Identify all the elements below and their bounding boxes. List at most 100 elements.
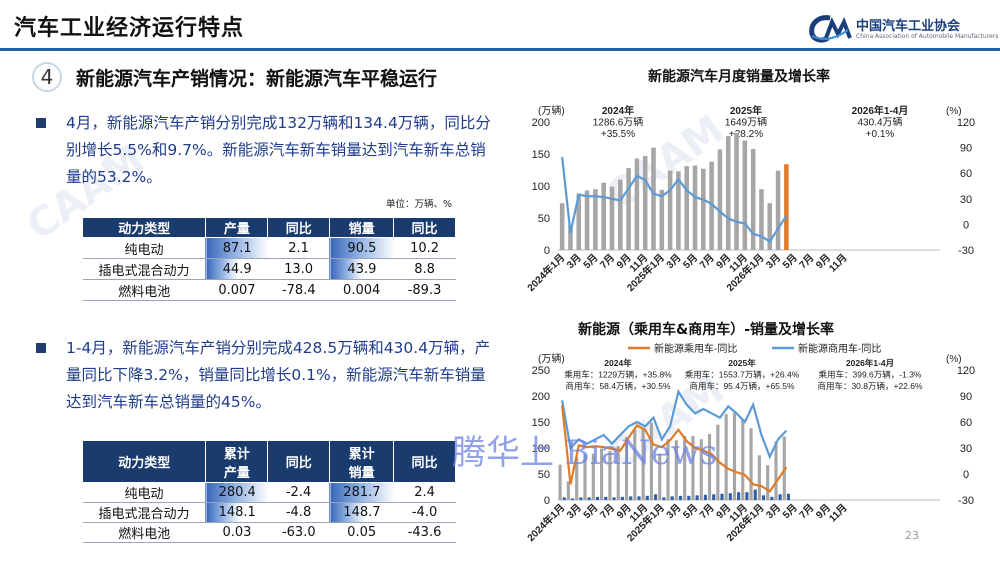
cv-sales-bar [562,497,566,500]
table2-header: 累计产量 [205,440,269,483]
x-tick-label: 3月 [564,502,583,521]
table-row: 插电式混合动力 148.1 -4.8 148.7 -4.0 [82,502,456,523]
pv-sales-bar [641,427,645,500]
chart2-pv-cv-sales: (万辆) (%) 0 50 100 150 200 250 -30 0 30 60 90 120 2024年… [524,342,975,544]
title-bar: 汽车工业经济运行特点 中国汽车工业协会 China Association of… [0,0,1000,51]
sales-bar [576,193,582,250]
cv-sales-bar [695,495,699,500]
x-tick-label: 7月 [598,502,617,521]
table-jan-apr: 动力类型 累计产量 同比 累计销量 同比 纯电动 280.4 -2.4 281.… [81,440,456,543]
table-cell: 燃料电池 [82,279,206,301]
chart2-title: 新能源（乘用车&商用车）-销量及增长率 [578,322,835,338]
cv-sales-bar [786,493,791,500]
table2-header: 同比 [393,440,456,483]
pv-sales-bar [624,437,629,500]
table-cell: 13.0 [267,258,330,280]
bullet-square-icon [36,118,46,128]
sales-bar [568,225,573,250]
table1-header: 同比 [393,217,456,238]
chart-annotation: 1649万辆 [725,116,767,129]
table-cell: 0.03 [205,522,268,543]
x-tick-label: 3月 [664,252,683,271]
table2-header: 同比 [267,440,331,483]
x-tick-label: 7月 [797,252,816,271]
sales-bar [684,166,690,250]
cv-sales-bar [604,496,608,500]
table-cell: 44.9 [205,258,268,280]
sales-bar [717,149,723,250]
table-cell: 纯电动 [82,237,206,259]
chart1-title: 新能源汽车月度销量及增长率 [648,69,830,85]
left-tick-label: 0 [544,245,550,257]
section-number: 4 [32,62,62,92]
cv-sales-bar [728,493,732,500]
cv-sales-bar [595,496,600,500]
table-cell: 燃料电池 [82,522,206,543]
x-tick-label: 3月 [764,252,783,271]
left-tick-label: 200 [532,117,550,129]
sales-bar [642,155,648,250]
chart-annotation: +28.2% [729,129,763,140]
table1-header: 销量 [329,217,395,238]
left-tick-label: 150 [532,417,550,429]
page-number: 23 [905,529,919,542]
left-tick-label: 200 [532,391,550,403]
right-tick-label: 0 [963,219,969,231]
right-tick-label: 60 [960,417,972,429]
right-tick-label: -30 [958,245,974,257]
pv-sales-bar [583,454,587,500]
chart-annotation: 商用车：58.4万辆，+30.5% [565,381,671,391]
table-row: 纯电动 280.4 -2.4 281.7 2.4 [82,482,456,503]
chart-annotation: 2026年1-4月 [852,104,909,117]
chart-annotation: 乘用车：399.6万辆，-1.3% [819,370,922,380]
x-tick-label: 11月 [827,502,850,525]
table-row: 插电式混合动力 44.9 13.0 43.9 8.8 [82,258,456,280]
table-cell: 插电式混合动力 [82,502,206,523]
sales-bar [742,140,748,250]
sales-bar [692,165,698,250]
page-title: 汽车工业经济运行特点 [14,16,245,41]
left-axis-unit: (万辆) [538,104,565,117]
table-cell: 2.4 [393,482,456,503]
chart-annotation: +35.5% [601,129,635,140]
right-tick-label: 120 [957,117,975,129]
pv-sales-bar [575,456,579,500]
sales-bar [651,147,656,250]
sales-bar [734,132,739,250]
bullet-text: 1-4月，新能源汽车产销分别完成428.5万辆和430.4万辆，产量同比下降3.… [66,339,491,411]
cv-sales-bar [720,493,724,500]
cv-sales-bar [770,496,774,500]
right-tick-label: 90 [960,143,972,155]
right-tick-label: 30 [960,443,972,455]
table-cell: 纯电动 [82,482,206,503]
bullet-square-icon [36,343,46,353]
section-title: 新能源汽车产销情况：新能源汽车平稳运行 [76,68,438,90]
title-divider [0,48,1000,51]
caam-logo-icon [809,15,852,43]
sales-bar [676,171,681,250]
table-april: 动力类型 产量 同比 销量 同比 纯电动 87.1 2.1 90.5 10.2 … [81,217,456,301]
x-tick-label: 7月 [697,502,716,521]
table-cell: 0.05 [329,522,394,543]
chart-annotation: 2024年 [604,358,632,368]
right-axis-unit: (%) [946,354,962,365]
cv-sales-bar [570,498,575,500]
table1-header: 产量 [205,217,269,238]
pv-sales-bar [608,451,612,500]
left-tick-label: 0 [544,495,550,507]
left-tick-label: 50 [538,469,550,481]
left-tick-label: 50 [538,213,550,225]
growth-line [561,156,788,243]
chart-annotation: 乘用车：1553.7万辆，+26.4% [685,370,800,380]
table1-header: 动力类型 [81,217,207,238]
chart-annotation: 430.4万辆 [857,116,902,129]
bullet-jan-apr: 1-4月，新能源汽车产销分别完成428.5万辆和430.4万辆，产量同比下降3.… [36,335,496,416]
sales-bar [725,136,731,250]
pv-sales-bar [732,412,737,500]
pv-sales-bar [716,424,720,500]
x-tick-label: 3月 [764,502,783,521]
highlight-bar [784,164,789,250]
cv-sales-bar [761,495,766,500]
overlay-watermark: 腾华上 BiaNews [452,433,718,473]
table-cell: 2.1 [267,237,330,259]
